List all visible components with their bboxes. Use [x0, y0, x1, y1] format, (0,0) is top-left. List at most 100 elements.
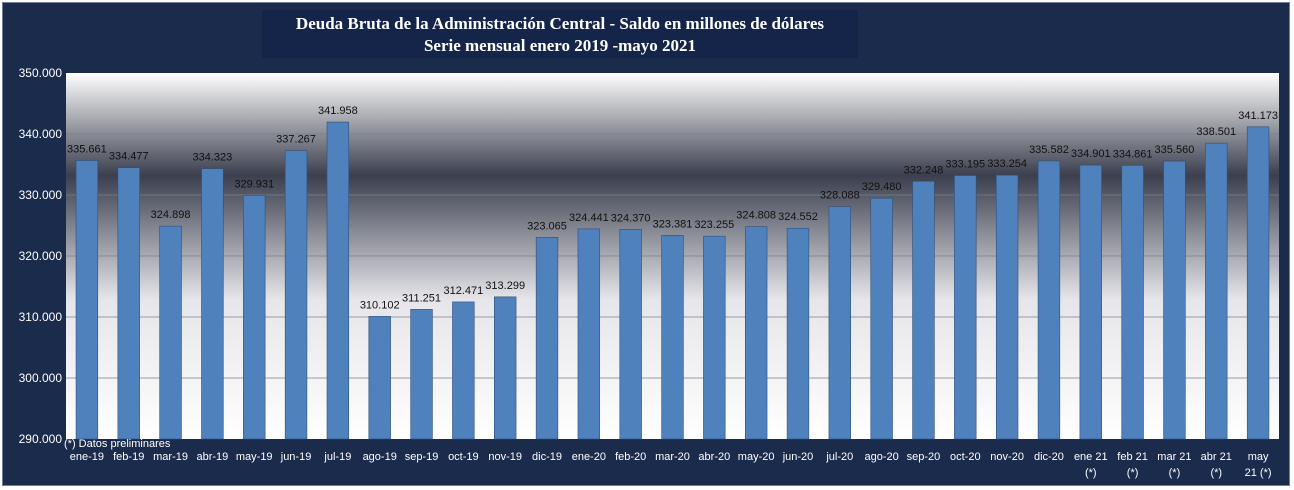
data-label: 334.901 [1071, 148, 1111, 160]
x-tick-label: (*) [1085, 467, 1097, 479]
data-label: 324.552 [778, 211, 818, 223]
data-label: 312.471 [443, 285, 483, 297]
data-label: 328.088 [820, 190, 860, 202]
x-tick-label: ene-19 [70, 451, 104, 463]
bar [75, 160, 99, 440]
bars-group [75, 121, 1270, 440]
bar [954, 175, 977, 440]
x-tick-label: ene 21 [1074, 451, 1108, 463]
x-tick-label: jul-20 [825, 451, 853, 463]
bar [1246, 126, 1270, 440]
bar [744, 226, 768, 440]
bar [368, 316, 391, 440]
bar [201, 168, 224, 440]
y-tick-label: 290.000 [19, 432, 63, 446]
bar [1121, 165, 1144, 440]
x-tick-label: dic-19 [532, 451, 562, 463]
y-tick-label: 340.000 [19, 127, 63, 141]
data-label: 335.560 [1155, 144, 1195, 156]
bar [912, 180, 935, 440]
data-label: 337.267 [276, 134, 316, 146]
data-label: 329.480 [862, 181, 902, 193]
data-label: 313.299 [485, 280, 525, 292]
bar [159, 225, 182, 440]
y-tick-label: 310.000 [19, 310, 63, 324]
data-label: 329.931 [234, 178, 274, 190]
bar [535, 237, 559, 440]
data-label: 324.370 [611, 212, 651, 224]
x-tick-label: mar-19 [153, 451, 188, 463]
bar [703, 235, 726, 440]
x-tick-label: may [1248, 451, 1269, 463]
x-tick-label: abr-20 [698, 451, 730, 463]
data-label: 333.254 [987, 158, 1027, 170]
bar [452, 301, 475, 440]
y-tick-label: 320.000 [19, 249, 63, 263]
data-label: 334.477 [109, 151, 149, 163]
x-tick-label: oct-20 [950, 451, 981, 463]
x-tick-label: (*) [1127, 467, 1139, 479]
data-label: 311.251 [402, 292, 441, 304]
bar [117, 167, 140, 440]
x-tick-label: feb 21 [1117, 451, 1148, 463]
x-tick-label: abr-19 [196, 451, 228, 463]
bar [1163, 160, 1186, 440]
x-tick-label: ago-19 [363, 451, 397, 463]
data-label: 332.248 [904, 164, 944, 176]
x-tick-label: 21 (*) [1245, 467, 1272, 479]
bar [410, 309, 433, 440]
chart-title-box: Deuda Bruta de la Administración Central… [262, 10, 858, 58]
x-axis-ticks: ene-19 feb-19 mar-19 abr-19 may-19 jun-19 jul-… [70, 451, 1272, 479]
bar [1079, 164, 1102, 440]
x-tick-label: sep-19 [405, 451, 439, 463]
data-label: 335.661 [67, 143, 107, 155]
x-tick-label: oct-19 [448, 451, 479, 463]
bar [870, 197, 893, 440]
x-tick-label: sep-20 [907, 451, 941, 463]
x-tick-label: ago-20 [865, 451, 899, 463]
data-label: 333.195 [945, 159, 985, 171]
x-tick-label: (*) [1169, 467, 1181, 479]
bar [494, 296, 517, 440]
data-label: 335.582 [1029, 144, 1069, 156]
x-tick-label: mar-20 [655, 451, 690, 463]
x-tick-label: feb-19 [113, 451, 144, 463]
y-axis-ticks: 290.000 300.000 310.000 320.000 330.000 340.0… [19, 66, 63, 446]
x-tick-label: ene-20 [572, 451, 606, 463]
x-tick-label: nov-19 [488, 451, 522, 463]
data-label: 310.102 [360, 299, 400, 311]
bar [786, 227, 810, 440]
bar [243, 195, 266, 440]
bar [661, 235, 684, 440]
x-tick-label: jul-19 [323, 451, 351, 463]
x-tick-label: jun-19 [280, 451, 312, 463]
y-tick-label: 330.000 [19, 188, 63, 202]
bar [1037, 160, 1061, 440]
data-label: 324.808 [736, 210, 776, 222]
x-tick-label: feb-20 [615, 451, 646, 463]
x-tick-label: nov-20 [990, 451, 1024, 463]
bar [284, 150, 308, 440]
data-label: 334.323 [193, 152, 233, 164]
x-tick-label: dic-20 [1034, 451, 1064, 463]
bar [326, 121, 350, 440]
data-label: 341.958 [318, 105, 358, 117]
bar [828, 206, 851, 440]
footnote: (*) Datos preliminares [64, 438, 171, 450]
chart-title: Deuda Bruta de la Administración Central… [295, 14, 825, 33]
x-tick-label: abr 21 [1201, 451, 1232, 463]
data-label: 324.898 [151, 209, 191, 221]
y-tick-label: 300.000 [19, 371, 63, 385]
bar [1205, 142, 1228, 440]
bar [577, 228, 601, 440]
data-label: 323.255 [694, 219, 734, 231]
y-tick-label: 350.000 [19, 66, 63, 80]
data-label: 334.861 [1113, 148, 1153, 160]
x-tick-label: jun-20 [782, 451, 814, 463]
data-label: 338.501 [1196, 126, 1236, 138]
bar [995, 174, 1019, 440]
x-tick-label: may-19 [236, 451, 273, 463]
data-label: 341.173 [1238, 110, 1278, 122]
